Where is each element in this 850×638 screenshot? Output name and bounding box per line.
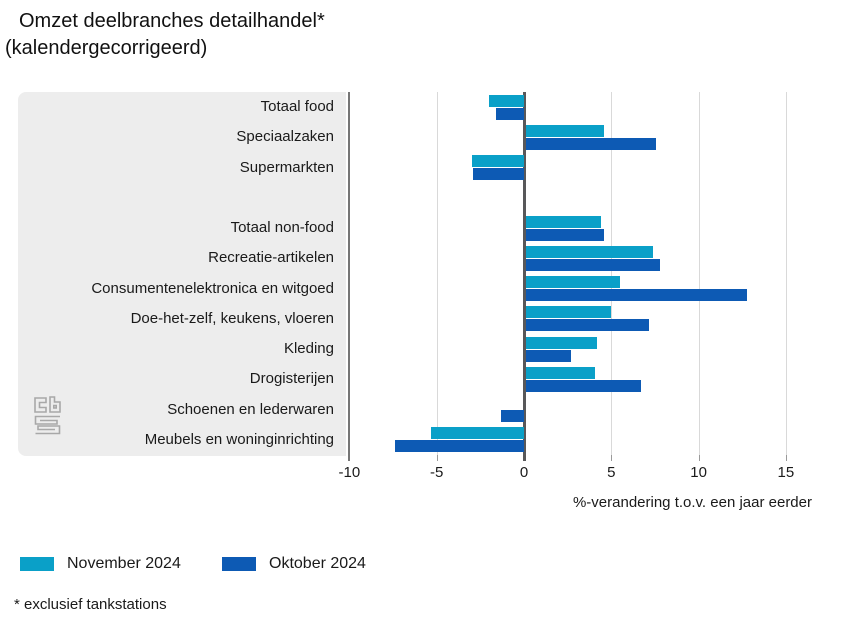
footnote: * exclusief tankstations	[14, 596, 167, 613]
category-label: Recreatie-artikelen	[208, 249, 334, 267]
x-tick-label: 10	[690, 464, 707, 481]
category-label: Supermarkten	[239, 158, 334, 176]
category-label: Totaal food	[260, 98, 334, 115]
bar-oktober	[525, 137, 657, 150]
x-tick-label: -5	[430, 464, 444, 481]
chart-title: Omzet deelbranches detailhandel* (kalend…	[5, 8, 325, 62]
bar-oktober	[394, 440, 524, 453]
bar-oktober	[525, 379, 641, 392]
gridline	[611, 92, 613, 455]
x-tick-label: -10	[338, 464, 361, 481]
axis-tick	[611, 455, 613, 461]
bar-november	[525, 366, 596, 379]
x-axis-title: %-verandering t.o.v. een jaar eerder	[572, 494, 812, 511]
y-axis-line	[348, 92, 351, 461]
x-tick-label: 5	[607, 464, 616, 481]
bar-oktober	[525, 319, 650, 332]
bar-november	[489, 94, 524, 107]
legend-label: Oktober 2024	[269, 555, 366, 572]
bar-november	[525, 124, 605, 137]
zero-line	[522, 92, 526, 461]
plot-container: -10 -5 0 5 10 15 Totaal food Speciaalzaken Super…	[18, 92, 822, 481]
gridline	[698, 92, 700, 455]
gridline	[785, 92, 787, 455]
cbs-logo-icon	[34, 396, 61, 435]
chart-title-line1: Omzet deelbranches detailhandel*	[19, 10, 325, 32]
x-tick-label: 0	[519, 464, 529, 481]
bar-november	[525, 215, 601, 228]
bar-november	[525, 336, 598, 349]
x-tick-label: 15	[777, 464, 795, 481]
bar-november	[471, 155, 524, 167]
bar-november	[431, 427, 524, 440]
axis-tick	[698, 455, 700, 461]
bar-oktober	[501, 410, 524, 422]
bar-oktober	[473, 168, 524, 180]
chart-title-line2: (kalendergecorrigeerd)	[5, 37, 208, 59]
category-label-panel	[18, 92, 346, 456]
bar-oktober	[525, 258, 660, 271]
category-label: Totaal non-food	[230, 219, 334, 236]
legend-swatch-icon	[20, 557, 54, 571]
category-label: Kleding	[283, 340, 334, 357]
category-label: Drogisterijen	[249, 370, 334, 388]
category-label: Speciaalzaken	[236, 128, 334, 146]
category-label: Schoenen en lederwaren	[167, 400, 334, 418]
legend-item: Oktober 2024	[222, 555, 366, 573]
axis-tick	[785, 455, 787, 461]
category-label: Meubels en woninginrichting	[144, 430, 334, 448]
axis-tick	[436, 455, 438, 461]
category-label: Doe-het-zelf, keukens, vloeren	[130, 309, 334, 327]
legend-item: November 2024	[20, 555, 181, 573]
legend-label: November 2024	[67, 555, 181, 572]
bar-oktober	[525, 228, 605, 241]
bar-oktober	[525, 349, 571, 362]
gridline	[436, 92, 438, 455]
bar-november	[525, 306, 612, 319]
bar-november	[525, 245, 653, 258]
bar-november	[525, 276, 620, 288]
bar-oktober	[496, 107, 524, 120]
category-label: Consumentenelektronica en witgoed	[91, 279, 334, 297]
legend-swatch-icon	[222, 557, 256, 571]
bar-oktober	[525, 289, 748, 301]
